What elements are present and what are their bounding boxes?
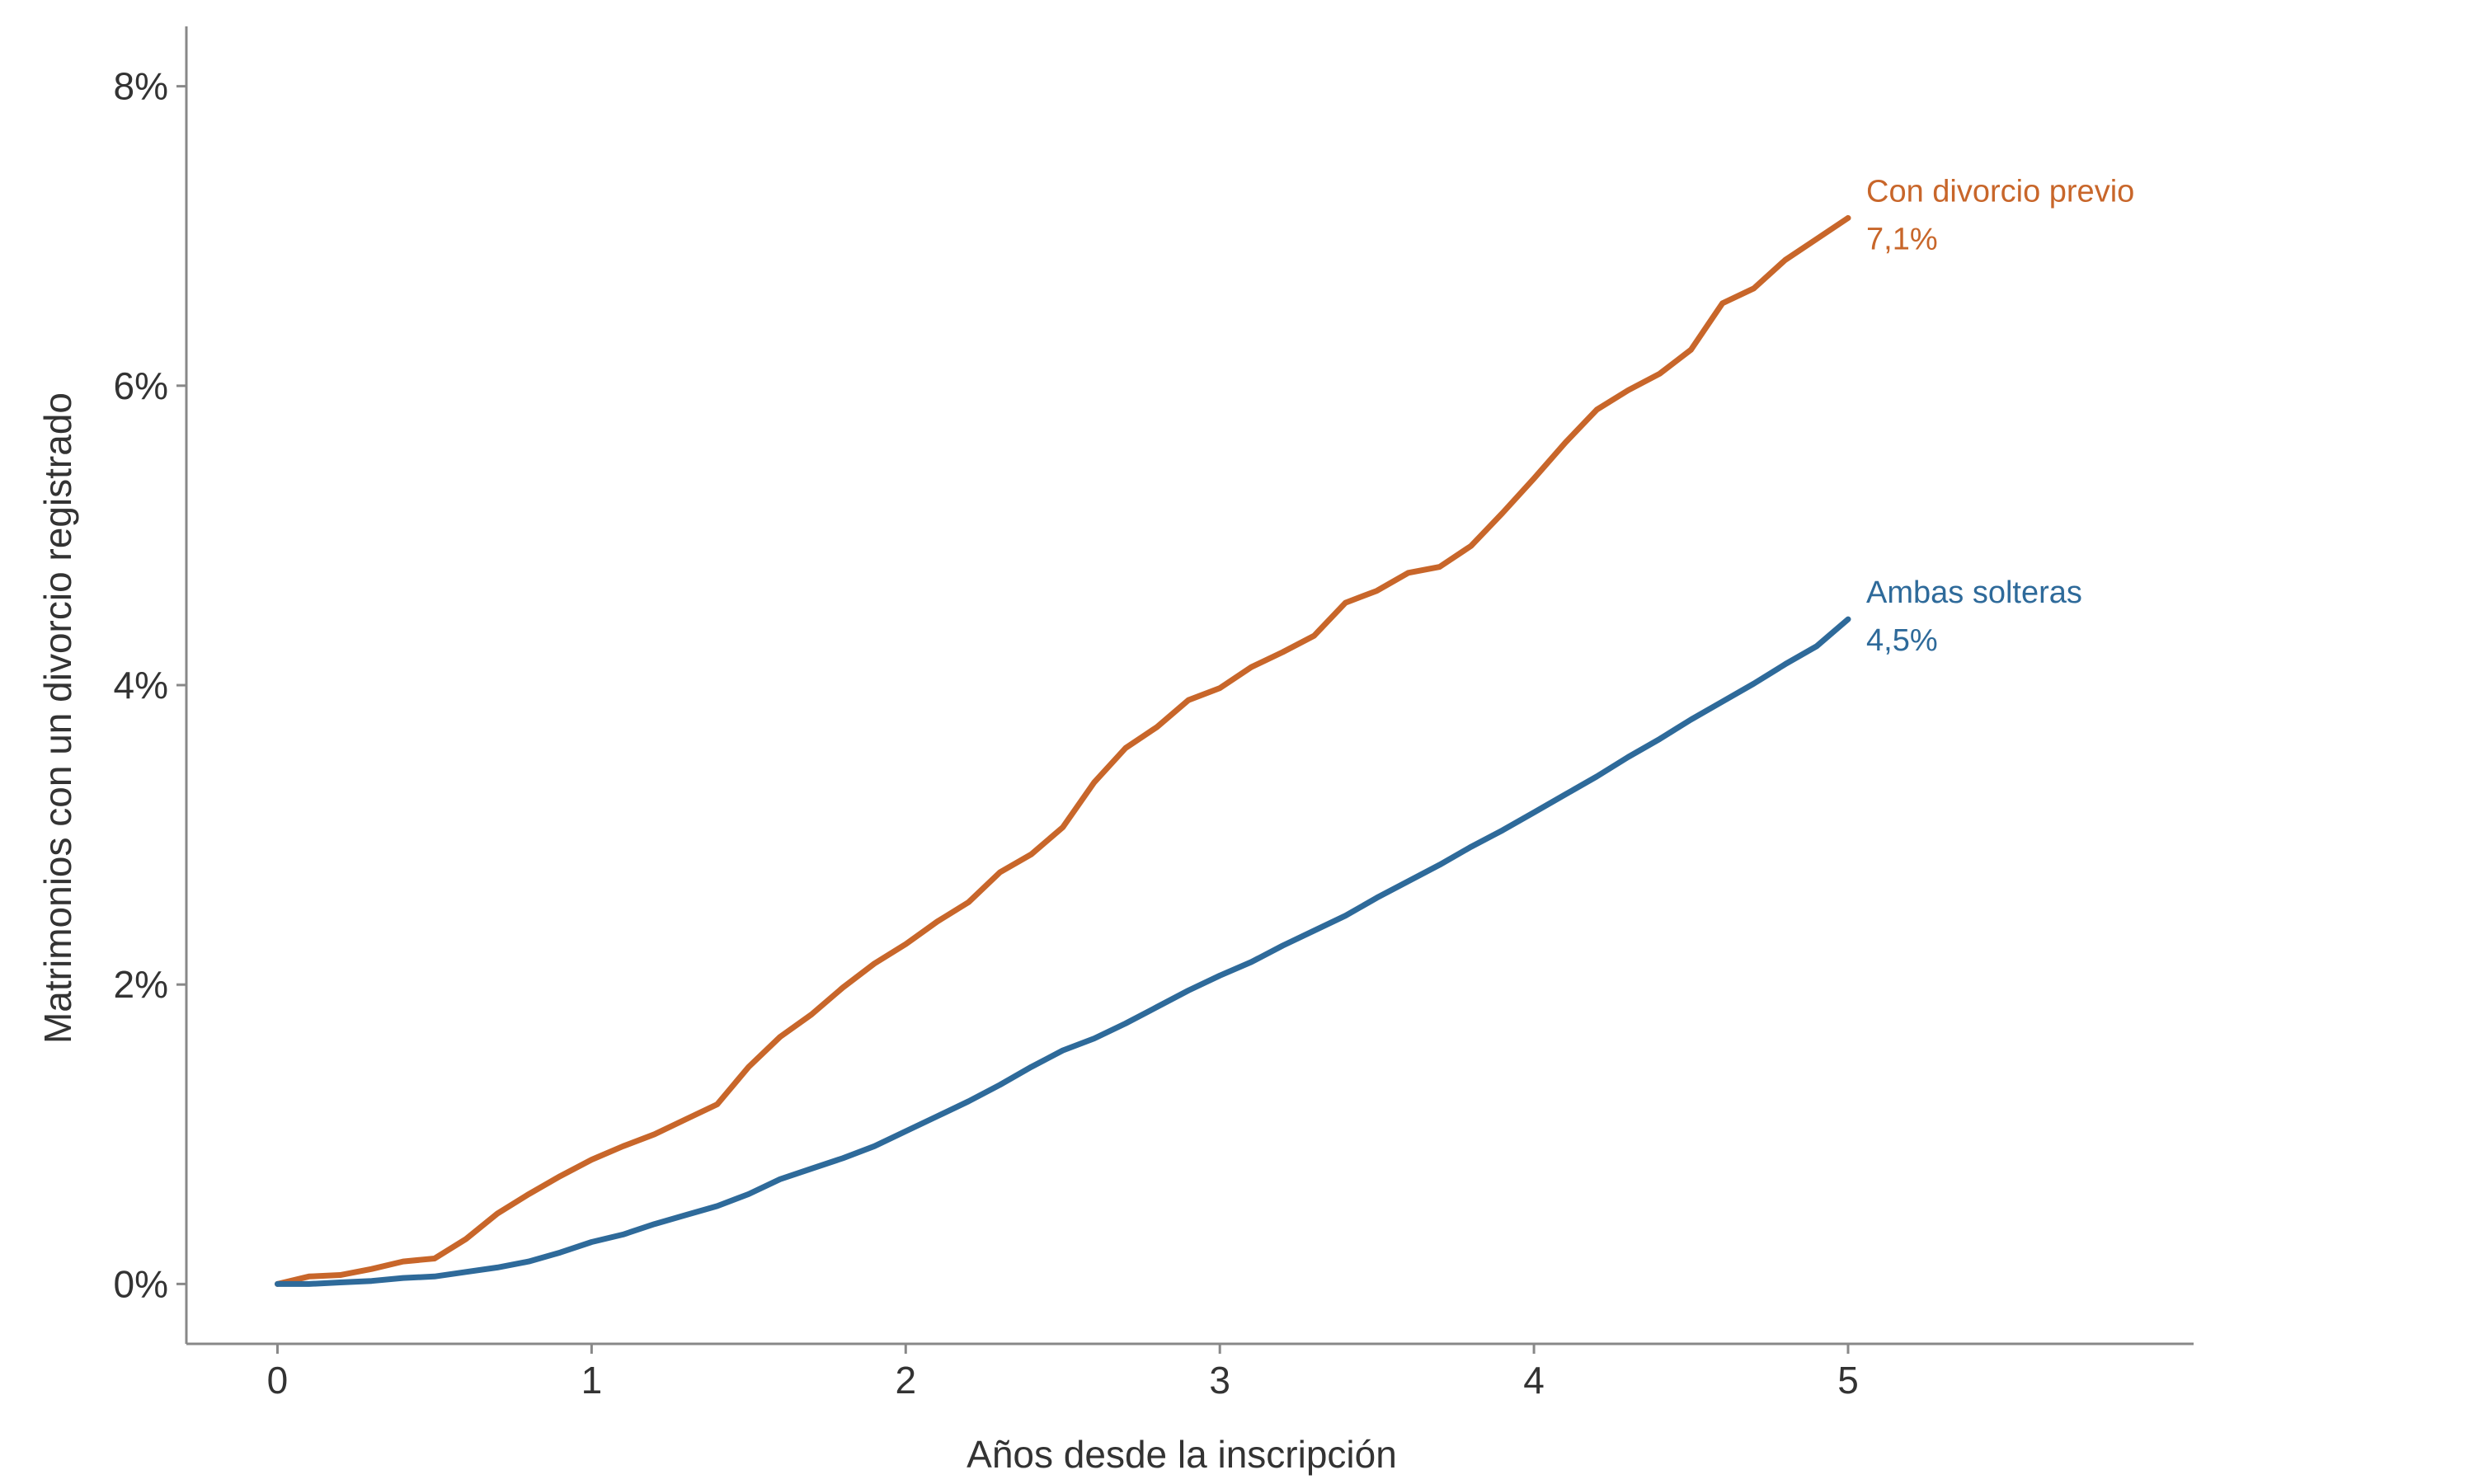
series-value-label: 7,1%: [1866, 222, 1938, 256]
x-tick-label: 4: [1523, 1359, 1545, 1402]
series-name-label: Ambas solteras: [1866, 575, 2082, 610]
y-tick-label: 2%: [114, 963, 168, 1006]
x-tick-label: 1: [581, 1359, 603, 1402]
series-line: [275, 214, 1851, 1287]
series-line: [275, 616, 1851, 1287]
x-tick-label: 0: [267, 1359, 289, 1402]
series-name-label: Con divorcio previo: [1866, 174, 2134, 209]
x-tick-label: 3: [1209, 1359, 1230, 1402]
y-tick-label: 6%: [114, 364, 168, 407]
y-tick-label: 4%: [114, 664, 168, 707]
end-labels: Con divorcio previo 7,1% Ambas solteras 4,5…: [1866, 174, 2134, 658]
x-tick-label: 2: [895, 1359, 916, 1402]
y-tick-label: 8%: [114, 65, 168, 108]
x-tick-label: 5: [1837, 1359, 1859, 1402]
y-tick-label: 0%: [114, 1262, 168, 1305]
y-axis-ticks: 0% 2% 4% 6% 8%: [114, 65, 186, 1305]
series-value-label: 4,5%: [1866, 623, 1938, 658]
x-axis-title: Años desde la inscripción: [967, 1433, 1397, 1476]
x-axis-ticks: 0 1 2 3 4 5: [267, 1344, 1859, 1402]
y-axis-title: Matrimonios con un divorcio registrado: [36, 392, 79, 1044]
series-layer: [275, 214, 1851, 1287]
